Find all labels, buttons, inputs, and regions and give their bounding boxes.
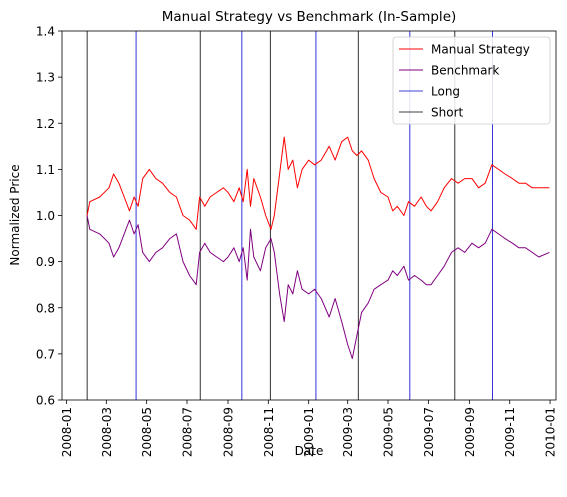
legend-label-long: Long bbox=[431, 85, 460, 99]
y-axis: 0.6 0.7 0.8 0.9 1.0 1.1 1.2 1.3 1.4 bbox=[36, 25, 62, 408]
legend-label-short: Short bbox=[431, 106, 463, 120]
x-tick-label-10: 2009-09 bbox=[463, 407, 477, 457]
y-tick-label-1: 0.7 bbox=[36, 347, 55, 361]
series-line-benchmark bbox=[86, 215, 550, 359]
legend-label-manual-strategy: Manual Strategy bbox=[431, 43, 530, 57]
legend: Manual Strategy Benchmark Long Short bbox=[392, 36, 551, 125]
x-tick-label-7: 2009-03 bbox=[341, 407, 355, 457]
x-tick-label-8: 2009-05 bbox=[382, 407, 396, 457]
x-tick-label-9: 2009-07 bbox=[422, 407, 436, 457]
x-tick-label-1: 2008-03 bbox=[100, 407, 114, 457]
chart-title: Manual Strategy vs Benchmark (In-Sample) bbox=[162, 9, 457, 25]
series-line-manual-strategy bbox=[86, 136, 550, 230]
y-tick-label-3: 0.9 bbox=[36, 255, 55, 269]
x-tick-label-11: 2009-11 bbox=[503, 407, 517, 457]
legend-box bbox=[392, 36, 551, 125]
x-axis: 2008-01 2008-03 2008-05 2008-07 2008-09 2008-… bbox=[60, 400, 558, 457]
x-tick-label-6: 2009-01 bbox=[302, 407, 316, 457]
x-tick-label-4: 2008-09 bbox=[221, 407, 235, 457]
y-tick-label-7: 1.3 bbox=[36, 71, 55, 85]
y-tick-label-2: 0.8 bbox=[36, 301, 55, 315]
y-tick-label-4: 1.0 bbox=[36, 209, 55, 223]
legend-label-benchmark: Benchmark bbox=[431, 64, 499, 78]
x-tick-label-2: 2008-05 bbox=[140, 407, 154, 457]
y-tick-label-5: 1.1 bbox=[36, 163, 55, 177]
y-axis-label: Normalized Price bbox=[8, 164, 22, 265]
x-tick-label-5: 2008-11 bbox=[262, 407, 276, 457]
y-tick-label-8: 1.4 bbox=[36, 25, 55, 39]
x-tick-label-3: 2008-07 bbox=[180, 407, 194, 457]
series-lines bbox=[86, 136, 550, 359]
x-tick-label-12: 2010-01 bbox=[544, 407, 558, 457]
x-tick-label-0: 2008-01 bbox=[60, 407, 74, 457]
x-axis-label: Date bbox=[295, 444, 324, 458]
y-tick-label-6: 1.2 bbox=[36, 117, 55, 131]
y-tick-label-0: 0.6 bbox=[36, 394, 55, 408]
